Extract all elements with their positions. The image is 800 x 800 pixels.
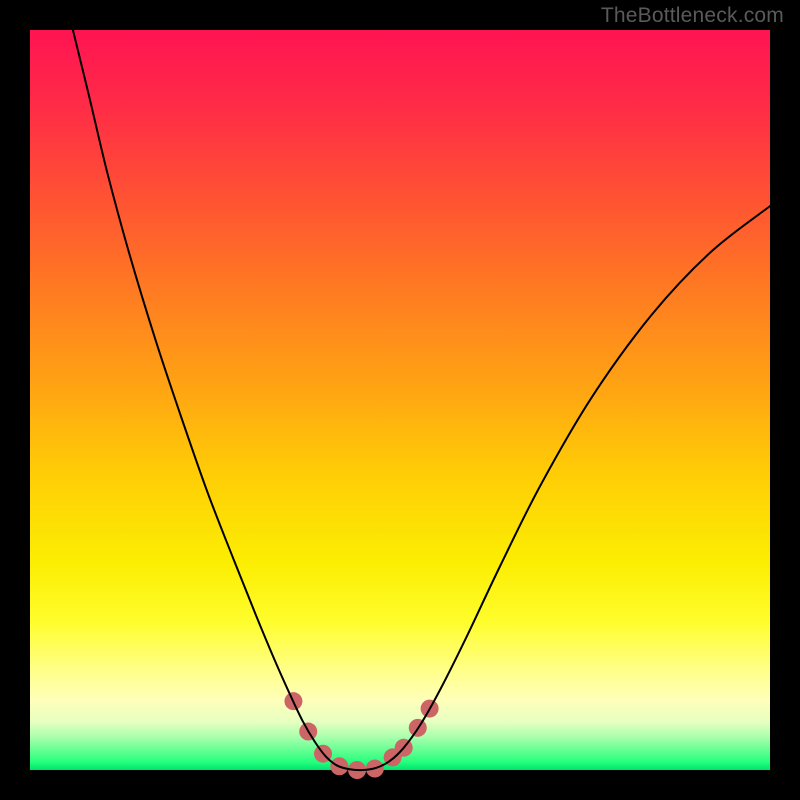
watermark-text: TheBottleneck.com: [601, 4, 784, 28]
plot-area: [30, 30, 770, 770]
highlight-markers: [284, 692, 438, 779]
bottleneck-curve: [73, 30, 770, 770]
chart-curves: [30, 30, 770, 770]
